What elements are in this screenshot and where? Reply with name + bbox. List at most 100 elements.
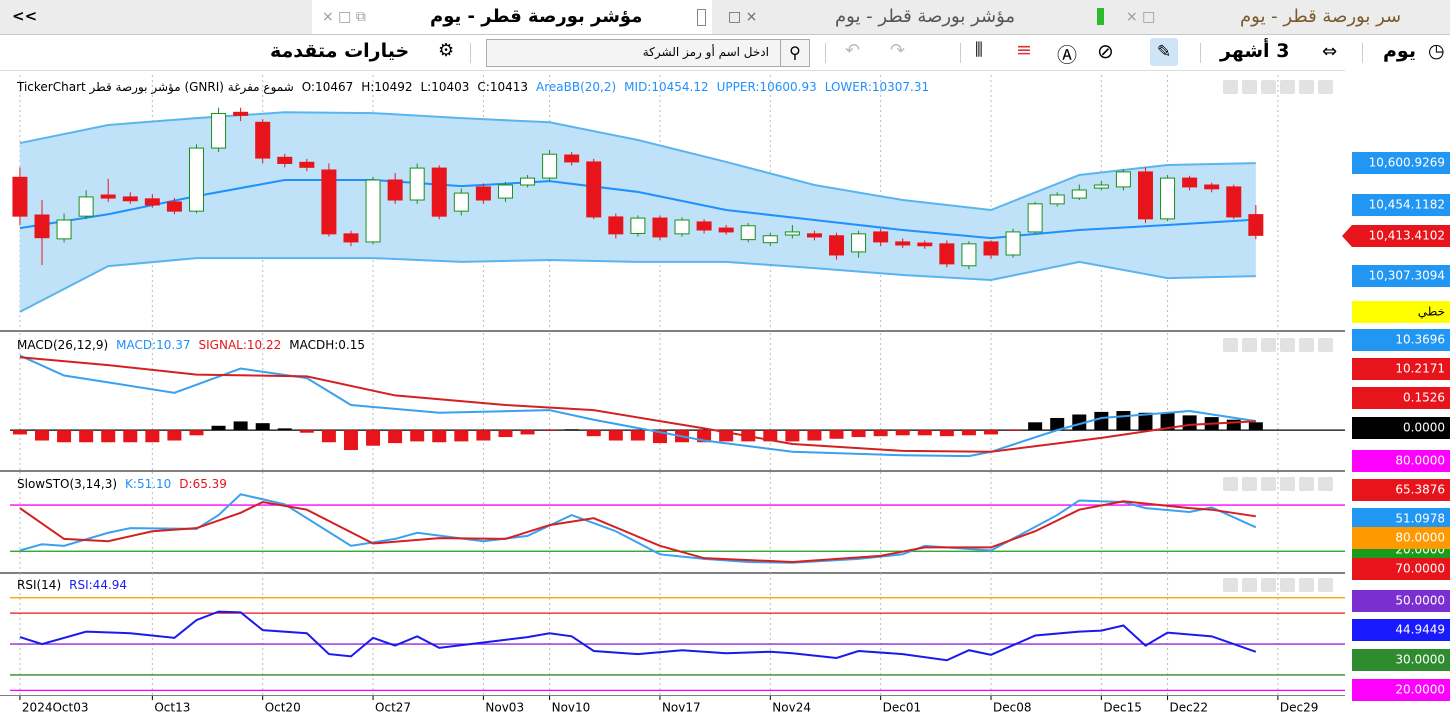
candle-body bbox=[78, 196, 94, 217]
axis-label: 10.2171 bbox=[1395, 362, 1445, 376]
candle-body bbox=[1248, 214, 1264, 236]
panel-button bbox=[1223, 477, 1238, 491]
axis-label: خطي bbox=[1418, 305, 1445, 319]
histogram-bar bbox=[432, 430, 447, 443]
tab-icons[interactable]: □ × bbox=[728, 9, 758, 25]
histogram-bar bbox=[233, 421, 248, 431]
tab-title[interactable]: مؤشر بورصة قطر - يوم bbox=[835, 6, 1016, 27]
candle-body bbox=[365, 179, 381, 243]
axis-label: 70.0000 bbox=[1395, 562, 1445, 576]
undo[interactable]: ↶ bbox=[845, 40, 861, 61]
candle-tool[interactable]: ⫼ bbox=[975, 40, 983, 60]
histogram-bar bbox=[1094, 411, 1109, 431]
candle-body bbox=[211, 112, 227, 149]
axis-label-box bbox=[1352, 265, 1450, 287]
histogram-bar bbox=[984, 430, 999, 435]
histogram-bar bbox=[1248, 422, 1263, 431]
candle-body bbox=[674, 219, 690, 235]
panel-button bbox=[1299, 80, 1314, 94]
indicator-line bbox=[19, 610, 1257, 662]
histogram-bar bbox=[1182, 415, 1197, 431]
alert-tool[interactable]: Ⓐ bbox=[1057, 43, 1077, 67]
histogram-bar bbox=[277, 428, 292, 431]
histogram-bar bbox=[1160, 412, 1175, 431]
axis-label-box bbox=[1352, 152, 1450, 174]
draw-tool[interactable]: ✎ bbox=[1150, 38, 1178, 66]
histogram-bar bbox=[321, 430, 336, 443]
candle-body bbox=[851, 233, 867, 253]
axis-label-box bbox=[1352, 301, 1450, 323]
panel-button bbox=[1261, 477, 1276, 491]
panel-header: SlowSTO(3,14,3) K:51.10 D:65.39 bbox=[17, 477, 227, 491]
indicator-tool[interactable]: ⊘ bbox=[1097, 39, 1114, 63]
candle-body bbox=[387, 179, 403, 201]
period-button[interactable]: يوم bbox=[1383, 40, 1416, 62]
clock-icon: ◷ bbox=[1428, 40, 1445, 62]
header-item: O:10467 bbox=[302, 80, 353, 94]
axis-label-box bbox=[1352, 479, 1450, 501]
separator bbox=[1362, 43, 1363, 63]
candle-body bbox=[762, 235, 778, 244]
panel-button bbox=[1318, 477, 1333, 491]
x-tick-label: Nov10 bbox=[552, 701, 591, 715]
axis-label-box bbox=[1352, 679, 1450, 701]
candle-body bbox=[166, 201, 182, 212]
lines-tool[interactable]: ≡ bbox=[1016, 39, 1032, 61]
axis-label-box bbox=[1352, 358, 1450, 380]
candle-body bbox=[784, 231, 800, 236]
histogram-bar bbox=[873, 430, 888, 437]
candle-body bbox=[1005, 231, 1021, 256]
tab-title[interactable]: مؤشر بورصة قطر - يوم bbox=[430, 6, 643, 27]
tab-icons[interactable]: × □ ⧉ bbox=[322, 9, 366, 25]
panel-header: RSI(14) RSI:44.94 bbox=[17, 578, 127, 592]
x-tick-label: Oct13 bbox=[154, 701, 190, 715]
candle-body bbox=[12, 176, 28, 217]
tab-icons[interactable]: × □ bbox=[1126, 9, 1156, 25]
redo[interactable]: ↷ bbox=[890, 40, 906, 61]
header-item: RSI:44.94 bbox=[69, 578, 127, 592]
header-item: L:10403 bbox=[420, 80, 469, 94]
candle-body bbox=[542, 153, 558, 179]
histogram-bar bbox=[299, 430, 314, 433]
candle-body bbox=[100, 194, 116, 199]
candle-body bbox=[321, 169, 337, 235]
candle-body bbox=[1115, 171, 1131, 188]
panel-button bbox=[1223, 80, 1238, 94]
panel-button bbox=[1299, 477, 1314, 491]
range-button[interactable]: 3 أشهر bbox=[1220, 40, 1290, 62]
x-tick-label: Nov24 bbox=[772, 701, 811, 715]
axis-label: 30.0000 bbox=[1395, 653, 1445, 667]
header-item: D:65.39 bbox=[179, 477, 227, 491]
candle-body bbox=[696, 221, 712, 231]
histogram-bar bbox=[895, 430, 910, 436]
histogram-bar bbox=[608, 430, 623, 441]
separator bbox=[825, 43, 826, 63]
x-tick-label: Nov17 bbox=[662, 701, 701, 715]
histogram-bar bbox=[123, 430, 138, 443]
histogram-bar bbox=[917, 430, 932, 436]
panel-button bbox=[1242, 477, 1257, 491]
panel-button bbox=[1261, 338, 1276, 352]
search-icon[interactable]: ⚲ bbox=[780, 40, 809, 66]
back-button[interactable]: << bbox=[12, 7, 38, 25]
header-item: RSI(14) bbox=[17, 578, 61, 592]
candle-body bbox=[895, 241, 911, 246]
search-box[interactable]: ادخل اسم أو رمز الشركة ⚲ bbox=[486, 39, 810, 67]
axis-label-box bbox=[1352, 590, 1450, 612]
price-arrow bbox=[1342, 225, 1352, 247]
candle-body bbox=[1182, 177, 1198, 188]
candle-body bbox=[1160, 177, 1176, 220]
x-tick-label: Oct20 bbox=[265, 701, 301, 715]
panel-button bbox=[1242, 80, 1257, 94]
panel-button bbox=[1318, 338, 1333, 352]
tab-title[interactable]: سر بورصة قطر - يوم bbox=[1240, 6, 1402, 27]
separator bbox=[470, 43, 471, 63]
histogram-bar bbox=[1006, 430, 1021, 431]
panel-button bbox=[1280, 338, 1295, 352]
axis-label-box bbox=[1352, 194, 1450, 216]
histogram-bar bbox=[1072, 414, 1087, 431]
histogram-bar bbox=[807, 430, 822, 441]
advanced-options[interactable]: خيارات متقدمة bbox=[270, 40, 410, 62]
axis-label-box bbox=[1352, 417, 1450, 439]
